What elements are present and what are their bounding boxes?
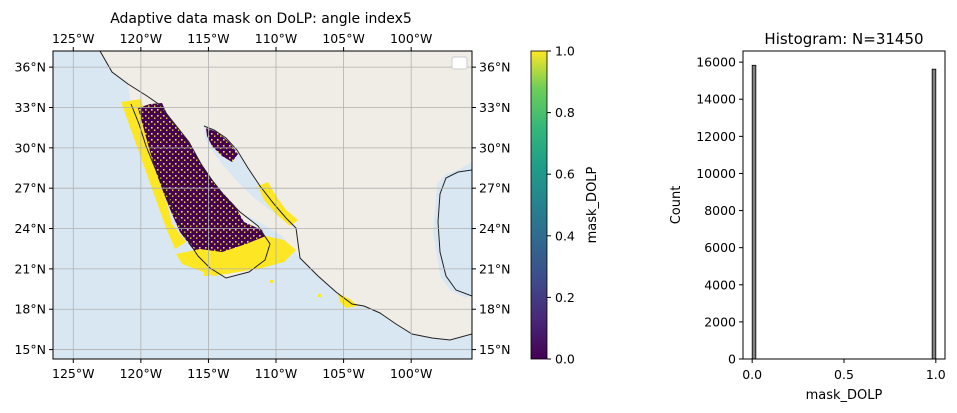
map-y-tick-label-right: 27°N	[479, 181, 511, 196]
map-area	[53, 51, 472, 359]
map-y-tick-label-left: 30°N	[14, 140, 46, 155]
map-x-tick-label-top: 120°W	[120, 31, 162, 46]
colorbar-tick-label: 0.6	[555, 167, 575, 182]
map-x-tick-label-top: 125°W	[52, 31, 94, 46]
map-y-tick-label-left: 15°N	[14, 342, 46, 357]
colorbar-ticks: 0.0 0.2 0.4 0.6 0.8 1.0	[547, 44, 575, 367]
histogram-ylabel: Count	[669, 186, 684, 225]
histogram-y-tick-label: 10000	[696, 166, 736, 181]
map-frame	[52, 50, 473, 360]
map-y-tick-label-left: 27°N	[14, 181, 46, 196]
mask-region-purple	[138, 103, 268, 272]
histogram-xlabel: mask_DOLP	[806, 388, 883, 403]
colorbar-tick-label: 1.0	[555, 44, 575, 59]
map-x-tick-label-bottom: 100°W	[390, 366, 432, 381]
map-x-tick-label-top: 115°W	[187, 31, 229, 46]
histogram-x-tick-label: 1.0	[926, 367, 946, 382]
histogram-y-ticks: 0 2000 4000 6000 8000 10000 12000 14000 16000	[696, 55, 743, 367]
mask-swath-yellow	[121, 99, 186, 249]
map-legend-box	[451, 56, 468, 70]
histogram-y-tick-label: 16000	[696, 55, 736, 70]
mask-coast-yellow	[176, 236, 296, 276]
colorbar-tick-label: 0.0	[555, 352, 575, 367]
map-y-ticks-right: 15°N 18°N 21°N 24°N 27°N 30°N 33°N 36°N	[472, 60, 511, 357]
map-y-ticks-left: 15°N 18°N 21°N 24°N 27°N 30°N 33°N 36°N	[14, 60, 53, 357]
map-x-tick-label-bottom: 120°W	[120, 366, 162, 381]
map-y-tick-label-right: 36°N	[479, 60, 511, 75]
histogram-y-tick-label: 2000	[704, 314, 736, 329]
map-title: Adaptive data mask on DoLP: angle index5	[110, 11, 412, 27]
histogram-y-tick-label: 12000	[696, 129, 736, 144]
map-x-tick-label-bottom: 115°W	[187, 366, 229, 381]
colorbar-tick-label: 0.4	[555, 228, 575, 243]
histogram-bar	[751, 64, 757, 360]
map-y-tick-label-left: 33°N	[14, 100, 46, 115]
coastline	[99, 51, 472, 341]
map-y-tick-label-right: 24°N	[479, 221, 511, 236]
histogram-y-tick-label: 4000	[704, 277, 736, 292]
mask-east-flecks	[258, 182, 298, 226]
map-y-tick-label-left: 21°N	[14, 261, 46, 276]
map-y-tick-label-right: 33°N	[479, 100, 511, 115]
mask-speck	[204, 272, 210, 276]
gulf-of-mexico	[438, 170, 472, 296]
map-y-tick-label-left: 18°N	[14, 302, 46, 317]
histogram-title: Histogram: N=31450	[764, 30, 923, 48]
colorbar-tick-label: 0.2	[555, 290, 575, 305]
mask-gulf-strip	[206, 128, 238, 162]
map-x-tick-label-bottom: 105°W	[322, 366, 364, 381]
map-y-tick-label-right: 15°N	[479, 342, 511, 357]
map-y-tick-label-right: 30°N	[479, 140, 511, 155]
map-x-tick-label-bottom: 125°W	[52, 366, 94, 381]
histogram-x-tick-label: 0.5	[834, 367, 854, 382]
map-x-tick-label-top: 105°W	[322, 31, 364, 46]
mask-speck	[318, 294, 321, 297]
map-x-tick-label-top: 110°W	[255, 31, 297, 46]
map-y-tick-label-left: 24°N	[14, 221, 46, 236]
map-y-tick-label-right: 18°N	[479, 302, 511, 317]
map-y-tick-label-left: 36°N	[14, 60, 46, 75]
histogram-y-tick-label: 14000	[696, 92, 736, 107]
colorbar	[530, 50, 548, 360]
histogram-y-tick-label: 8000	[704, 203, 736, 218]
histogram-bar	[931, 68, 937, 360]
mainland	[100, 51, 472, 340]
histogram-y-tick-label: 0	[728, 352, 736, 367]
map-x-tick-label-top: 100°W	[390, 31, 432, 46]
histogram-x-ticks: 0.0 0.5 1.0	[742, 359, 946, 382]
map-x-ticks-bottom: 125°W 120°W 115°W 110°W 105°W 100°W	[52, 359, 432, 381]
mask-speck	[270, 280, 273, 283]
colorbar-tick-label: 0.8	[555, 105, 575, 120]
histogram-frame	[742, 50, 946, 360]
map-x-tick-label-bottom: 110°W	[255, 366, 297, 381]
histogram-y-tick-label: 6000	[704, 240, 736, 255]
map-y-tick-label-right: 21°N	[479, 261, 511, 276]
map-x-ticks-top: 125°W 120°W 115°W 110°W 105°W 100°W	[52, 31, 432, 51]
histogram-bars	[751, 64, 937, 360]
histogram-x-tick-label: 0.0	[742, 367, 762, 382]
colorbar-label: mask_DOLP	[585, 166, 600, 243]
map-gridlines	[53, 51, 472, 359]
